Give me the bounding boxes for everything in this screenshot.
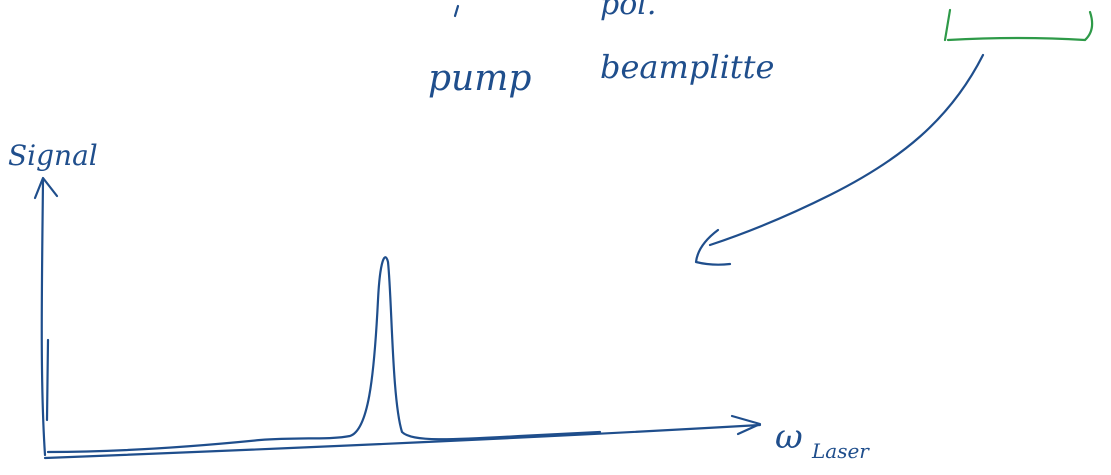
y-axis-arrow: [35, 178, 57, 198]
y-axis-label: Signal: [8, 139, 98, 172]
page: {"sketch": { "labels": {"pol": "pol.", "…: [0, 0, 1111, 475]
label-pump: pump: [428, 58, 531, 99]
green-box: [945, 10, 1092, 40]
label-beamsplitter: beamplitte: [600, 48, 774, 86]
signal-peak-curve: [48, 257, 600, 452]
y-axis: [42, 180, 45, 455]
arrow-head: [696, 230, 730, 265]
x-axis-label-sub: Laser: [811, 439, 870, 463]
stroke-fragment: [455, 6, 458, 16]
label-pol: pol.: [600, 0, 656, 22]
x-axis-label: ω: [775, 417, 803, 457]
y-axis-stroke: [47, 340, 48, 420]
sketch-canvas: pol. pump beamplitte Signal ω Laser: [0, 0, 1111, 475]
